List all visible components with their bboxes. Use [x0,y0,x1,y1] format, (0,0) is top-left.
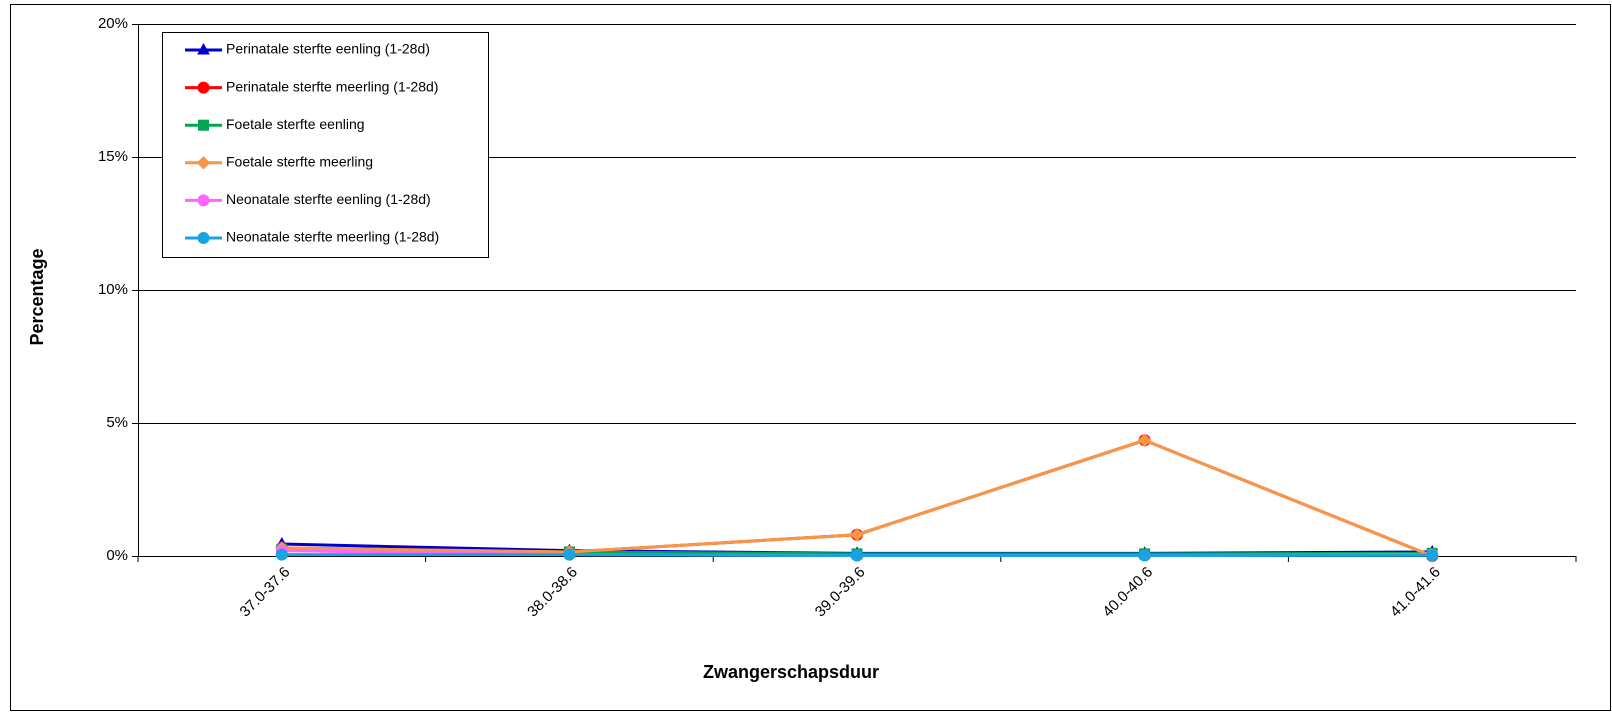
legend-label: Neonatale sterfte eenling (1-28d) [226,191,431,207]
data-point [275,548,288,561]
legend-label: Neonatale sterfte meerling (1-28d) [226,229,439,245]
x-tick-label: 39.0-39.6 [812,564,869,621]
legend-marker [197,42,210,55]
data-point [1426,549,1439,562]
y-axis-label: Percentage [27,248,47,345]
x-axis-label: Zwangerschapsduur [703,662,879,682]
legend-marker [197,194,210,207]
x-tick-label: 41.0-41.6 [1387,564,1444,621]
legend-label: Perinatale sterfte eenling (1-28d) [226,41,430,57]
x-tick-label: 37.0-37.6 [237,564,294,621]
chart-border [10,4,1611,711]
x-tick-label: 40.0-40.6 [1099,564,1156,621]
y-tick-label: 0% [106,547,128,564]
legend-marker [198,119,209,131]
x-tick-label: 38.0-38.6 [524,564,581,621]
legend-label: Perinatale sterfte meerling (1-28d) [226,78,438,94]
y-tick-label: 15% [98,148,128,165]
data-point [563,548,576,561]
legend-label: Foetale sterfte eenling [226,116,365,132]
y-tick-label: 10% [98,281,128,298]
legend: Perinatale sterfte eenling (1-28d) Perina… [162,32,489,258]
data-point [851,549,863,562]
y-tick-label: 20% [98,15,128,32]
data-point [1138,549,1151,562]
legend-box [162,32,489,258]
legend-marker [197,232,210,244]
y-tick-label: 5% [106,414,128,431]
data-point [1137,433,1152,447]
data-point [850,528,864,542]
legend-marker [197,81,210,94]
legend-label: Foetale sterfte meerling [226,154,373,170]
legend-marker [196,156,211,170]
